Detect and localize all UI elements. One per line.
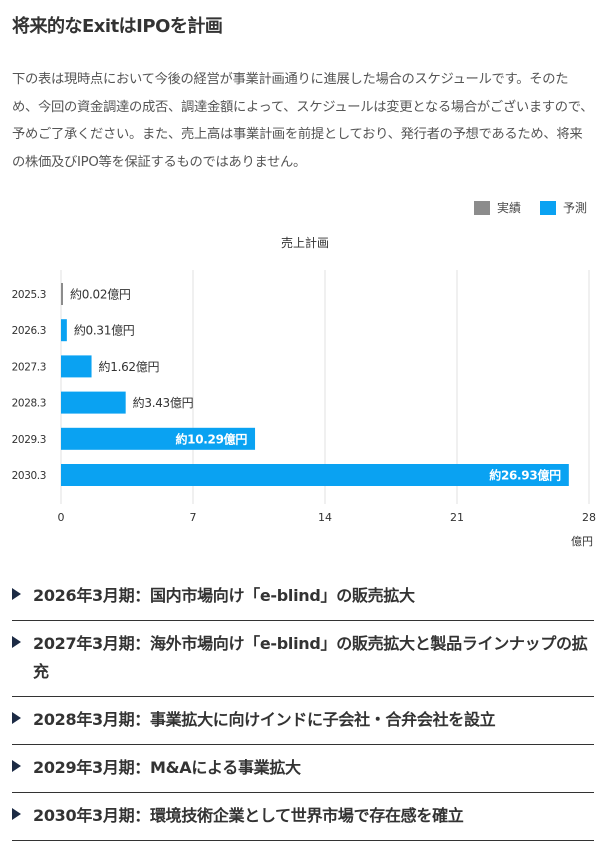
milestone-item: 2027年3月期：海外市場向け「e-blind」の販売拡大と製品ラインナップの拡…	[12, 621, 594, 697]
milestone-item: 2028年3月期：事業拡大に向けインドに子会社・合弁会社を設立	[12, 697, 594, 745]
bar	[61, 319, 67, 342]
page-title: 将来的なExitはIPOを計画	[12, 16, 223, 37]
chart-legend: 実績 予測	[0, 199, 600, 217]
milestone-item: 2029年3月期：M&Aによる事業拡大	[12, 745, 594, 793]
bar	[61, 283, 63, 305]
bar-data-label: 約10.29億円	[175, 431, 247, 446]
bar-data-label: 約26.93億円	[489, 468, 561, 483]
milestone-text: 2030年3月期：環境技術企業として世界市場で存在感を確立	[33, 806, 464, 825]
bar-data-label: 約0.02億円	[70, 287, 131, 302]
triangle-bullet-icon	[12, 636, 21, 648]
y-category-label: 2027.3	[12, 361, 46, 373]
y-category-label: 2026.3	[12, 325, 46, 337]
triangle-bullet-icon	[12, 760, 21, 772]
y-category-label: 2025.3	[12, 289, 46, 301]
milestone-item: 2030年3月期：環境技術企業として世界市場で存在感を確立	[12, 793, 594, 841]
x-tick-label: 28	[582, 511, 596, 524]
milestone-text: 2027年3月期：海外市場向け「e-blind」の販売拡大と製品ラインナップの拡…	[33, 634, 588, 681]
bar-data-label: 約0.31億円	[74, 323, 135, 338]
x-tick-label: 0	[58, 511, 65, 524]
milestone-text: 2026年3月期：国内市場向け「e-blind」の販売拡大	[33, 586, 415, 605]
chart-title: 売上計画	[281, 235, 329, 250]
milestone-text: 2028年3月期：事業拡大に向けインドに子会社・合弁会社を設立	[33, 710, 496, 729]
legend-item-actual[interactable]: 実績	[474, 199, 521, 216]
y-category-label: 2029.3	[12, 434, 46, 446]
y-category-label: 2028.3	[12, 398, 46, 410]
x-tick-label: 14	[318, 511, 332, 524]
description-text: 下の表は現時点において今後の経営が事業計画通りに進展した場合のスケジュールです。…	[12, 72, 594, 170]
triangle-bullet-icon	[12, 712, 21, 724]
legend-label-actual: 実績	[497, 201, 522, 215]
milestone-item: 2026年3月期：国内市場向け「e-blind」の販売拡大	[12, 573, 594, 621]
bar	[61, 355, 92, 378]
bar	[61, 427, 256, 450]
x-axis-unit-label: 億円	[571, 535, 593, 548]
bar-data-label: 約3.43億円	[133, 395, 194, 410]
triangle-bullet-icon	[12, 588, 21, 600]
bar-data-label: 約1.62億円	[99, 359, 160, 374]
legend-swatch-forecast	[540, 200, 556, 215]
x-tick-label: 7	[190, 511, 197, 524]
legend-item-forecast[interactable]: 予測	[540, 199, 587, 216]
bar	[61, 464, 569, 486]
triangle-bullet-icon	[12, 808, 21, 820]
legend-swatch-actual	[474, 200, 490, 215]
milestone-list: 2026年3月期：国内市場向け「e-blind」の販売拡大 2027年3月期：海…	[12, 573, 594, 841]
y-category-label: 2030.3	[12, 470, 46, 482]
bar	[61, 391, 126, 414]
sales-plan-chart: 売上計画 約0.02億円約0.31億円約1.62億円約3.43億円約10.29億…	[12, 235, 596, 548]
legend-label-forecast: 予測	[563, 201, 588, 215]
milestone-text: 2029年3月期：M&Aによる事業拡大	[33, 758, 301, 777]
x-tick-label: 21	[450, 511, 464, 524]
